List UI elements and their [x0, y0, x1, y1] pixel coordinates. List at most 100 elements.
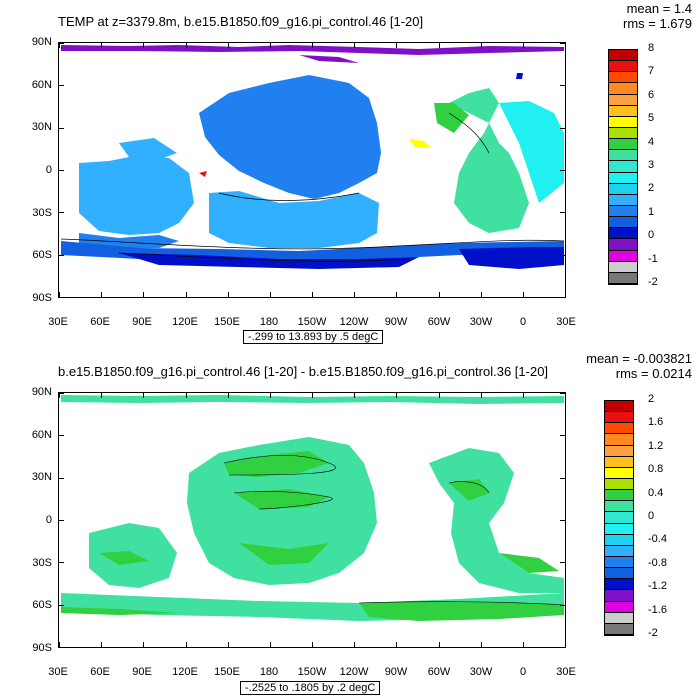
colorbar-swatch	[609, 61, 637, 73]
axis-tick	[227, 393, 229, 398]
axis-tick	[560, 393, 565, 394]
lon-label: 60W	[427, 316, 451, 328]
colorbar-swatch	[609, 272, 637, 284]
colorbar-swatch	[605, 523, 633, 535]
lat-label: 60N	[31, 79, 52, 91]
lon-label: 150E	[214, 316, 240, 328]
lat-label: 90S	[32, 292, 52, 304]
axis-tick	[59, 435, 64, 437]
axis-tick	[565, 43, 566, 48]
colorbar-swatch	[605, 568, 633, 580]
colorbar-swatch	[609, 206, 637, 218]
axis-tick	[59, 292, 60, 297]
axis-tick	[480, 43, 482, 48]
colorbar-swatch	[609, 261, 637, 273]
axis-tick	[560, 604, 565, 606]
axis-tick	[560, 43, 565, 44]
axis-tick	[560, 170, 565, 171]
rms-value: rms = 1.679	[622, 16, 692, 31]
contour-range-label: -.2525 to .1805 by .2 degC	[240, 681, 381, 695]
colorbar-swatch	[609, 72, 637, 84]
colorbar-swatch	[609, 50, 637, 62]
axis-tick	[565, 642, 566, 647]
axis-tick	[560, 127, 565, 129]
axis-tick	[59, 477, 64, 479]
lon-label: 90E	[132, 316, 152, 328]
map-plot-area	[58, 42, 566, 298]
colorbar-tick-label: 1.6	[648, 416, 664, 429]
lon-label: 180	[259, 316, 279, 328]
axis-tick	[312, 393, 313, 398]
lon-label: 120W	[339, 666, 369, 678]
axis-tick	[59, 562, 64, 564]
contour-range-label: -.299 to 13.893 by .5 degC	[243, 330, 384, 344]
axis-tick	[101, 292, 103, 297]
axis-tick	[396, 292, 398, 297]
lon-label: 60E	[90, 666, 110, 678]
colorbar-swatch	[609, 128, 637, 140]
colorbar-tick-label: 6	[648, 88, 655, 101]
colorbar-swatch	[609, 105, 637, 117]
axis-tick	[565, 393, 566, 398]
lat-label: 0	[45, 514, 52, 526]
lon-label: 120W	[339, 316, 369, 328]
colorbar-swatch	[609, 150, 637, 162]
axis-tick	[185, 393, 187, 398]
colorbar-swatch	[605, 479, 633, 491]
colorbar-swatch	[609, 250, 637, 262]
colorbar-swatch	[605, 423, 633, 435]
axis-tick	[143, 642, 145, 647]
colorbar-tick-label: 2	[648, 182, 655, 195]
colorbar-tick-label: 3	[648, 159, 655, 171]
axis-tick	[143, 292, 145, 297]
axis-tick	[59, 127, 64, 129]
colorbar	[608, 49, 638, 285]
axis-tick	[560, 520, 565, 521]
pacific-region	[199, 75, 381, 199]
colorbar-swatch	[609, 83, 637, 95]
lon-label: 90E	[132, 666, 152, 678]
axis-tick	[59, 642, 60, 647]
lon-label: 0	[519, 316, 527, 328]
lon-label: 60E	[90, 316, 110, 328]
lon-label: 150E	[214, 666, 240, 678]
colorbar-tick-label: 1.2	[648, 439, 664, 452]
axis-tick	[59, 212, 64, 214]
axis-tick	[560, 647, 565, 648]
colorbar-swatch	[609, 217, 637, 229]
axis-tick	[480, 642, 482, 647]
lon-label: 30W	[469, 666, 493, 678]
lat-label: 60S	[32, 599, 52, 611]
colorbar-swatch	[605, 623, 633, 635]
lon-label: 30E	[556, 316, 576, 328]
axis-tick	[59, 170, 64, 171]
axis-tick	[185, 292, 187, 297]
axis-tick	[522, 642, 524, 647]
lon-label: 150W	[297, 316, 327, 328]
atlantic-region	[449, 88, 529, 233]
axis-tick	[101, 393, 103, 398]
axis-tick	[396, 642, 398, 647]
lon-label: 30E	[48, 316, 68, 328]
colorbar-swatch	[609, 228, 637, 240]
colorbar-tick-label: 8	[648, 42, 655, 54]
colorbar-swatch	[605, 501, 633, 513]
axis-tick	[59, 297, 64, 298]
colorbar-tick-label: 0.8	[648, 463, 664, 476]
lat-label: 30S	[32, 207, 52, 219]
axis-tick	[143, 393, 145, 398]
axis-tick	[59, 604, 64, 606]
colorbar-swatch	[609, 94, 637, 106]
ocean-field-map	[60, 45, 565, 269]
axis-tick	[312, 292, 313, 297]
axis-tick	[560, 254, 565, 256]
colorbar-tick-label: 2	[648, 393, 655, 405]
axis-tick	[560, 85, 565, 87]
axis-tick	[59, 520, 64, 521]
axis-tick	[312, 642, 313, 647]
axis-tick	[59, 393, 64, 394]
colorbar-tick-label: -1	[648, 252, 658, 265]
colorbar-swatch	[609, 194, 637, 206]
axis-tick	[438, 393, 440, 398]
axis-tick	[59, 43, 60, 48]
